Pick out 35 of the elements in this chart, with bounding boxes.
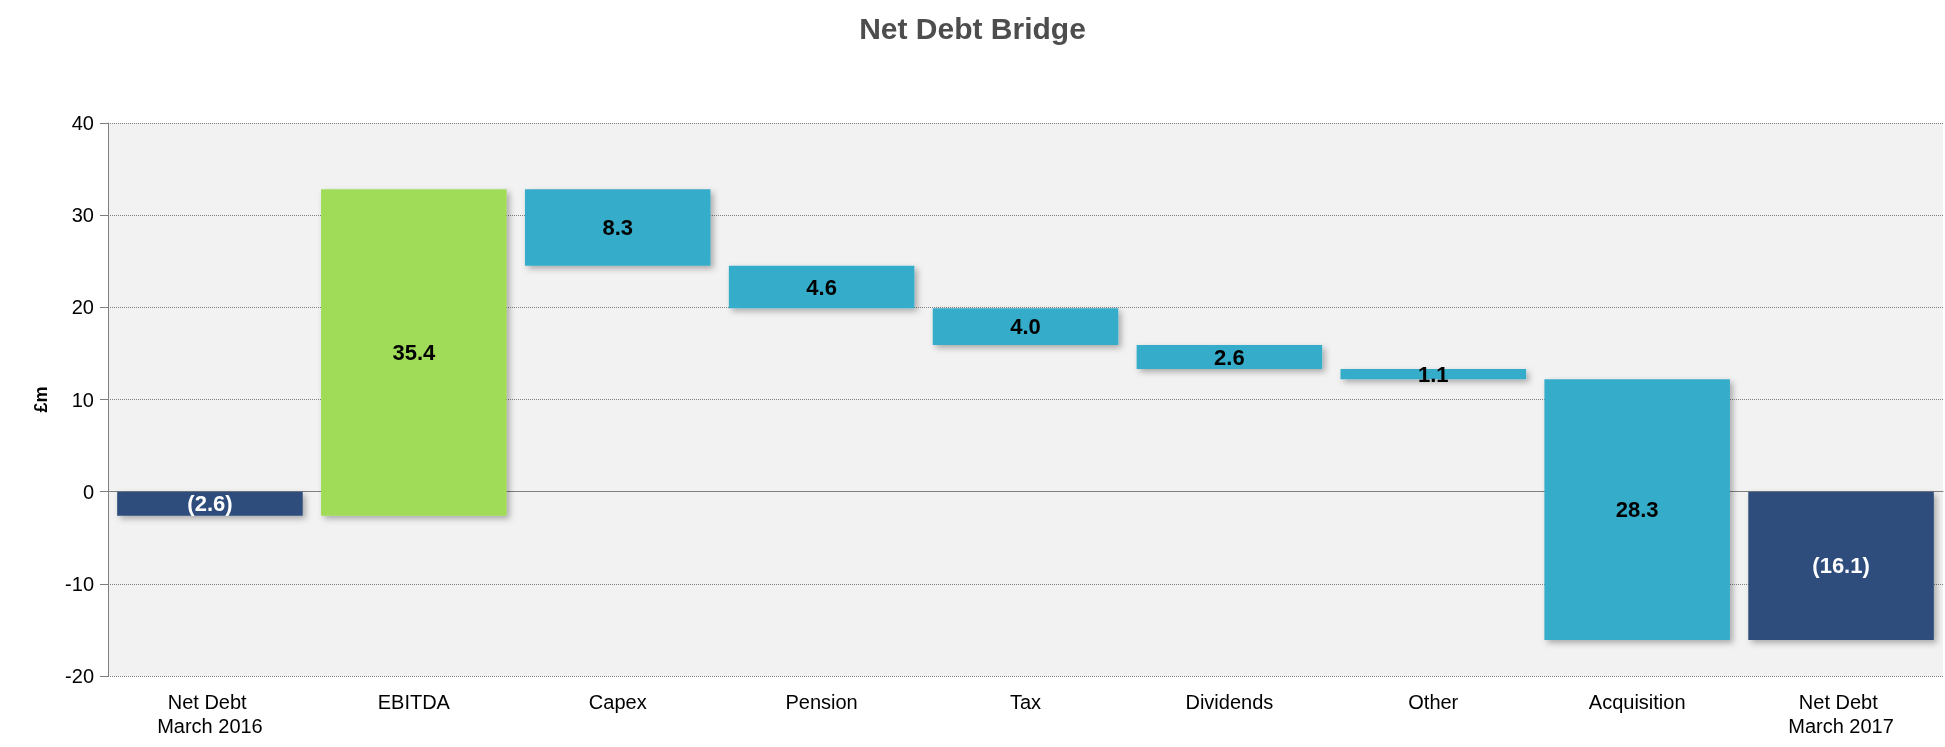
bar (728, 265, 915, 309)
data-label: 8.3 (602, 215, 634, 241)
data-label: 4.0 (1010, 314, 1041, 340)
y-tick-label: 40 (71, 112, 94, 134)
bar (1544, 379, 1730, 641)
bar (1340, 369, 1527, 380)
x-tick-label: Capex (588, 691, 647, 713)
data-label: 35.4 (392, 339, 436, 365)
y-tick-label: 10 (71, 388, 94, 411)
data-label: (2.6) (187, 491, 233, 517)
data-label: 4.6 (806, 274, 837, 300)
bar (321, 189, 507, 516)
y-tick-label: -20 (65, 665, 94, 687)
bar (524, 189, 711, 266)
x-tick-label: Net Debt March 2017 (1788, 691, 1894, 737)
x-tick-label: Other (1408, 691, 1459, 713)
data-label: 28.3 (1615, 497, 1659, 523)
data-label: 2.6 (1214, 344, 1245, 370)
y-tick-label: 20 (71, 296, 94, 319)
x-tick-label: EBITDA (377, 691, 451, 713)
chart-title: Net Debt Bridge (859, 11, 1086, 45)
x-tick-label: Net Debt March 2016 (157, 691, 263, 737)
y-tick-label: 30 (71, 204, 94, 227)
x-tick-label: Acquisition (1588, 691, 1686, 713)
data-label: (16.1) (1812, 553, 1870, 579)
x-tick-label: Dividends (1185, 691, 1274, 713)
y-axis-title: £m (31, 386, 51, 413)
x-tick-label: Tax (1009, 691, 1042, 713)
bar (932, 308, 1119, 346)
bar (117, 491, 303, 516)
y-tick-label: 0 (82, 480, 94, 503)
y-tick-label: -10 (65, 572, 94, 595)
bar (1136, 345, 1323, 370)
x-tick-label: Pension (785, 691, 858, 713)
bar (1748, 491, 1934, 641)
